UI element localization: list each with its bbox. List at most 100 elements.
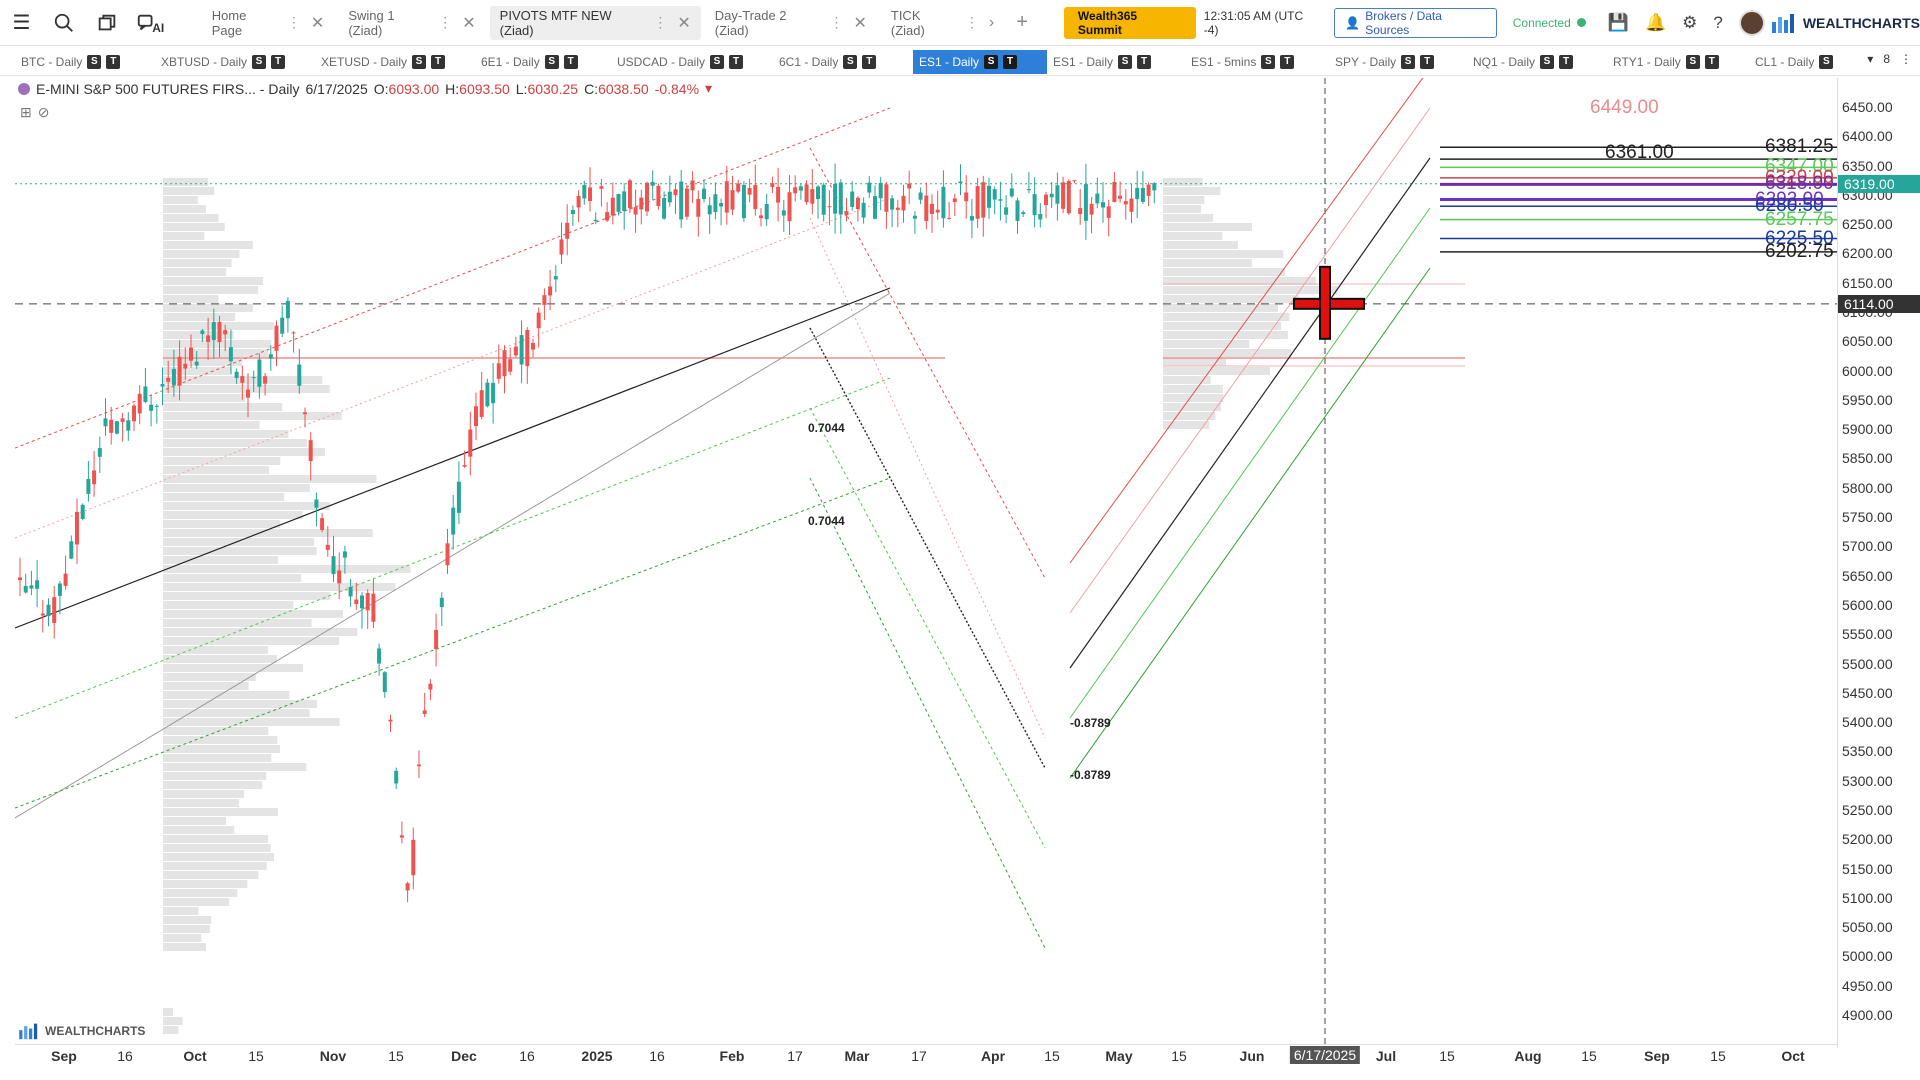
pivot-level-label: 6202.75 (1765, 240, 1834, 262)
volume-profile-bar (163, 430, 289, 438)
symbol-name[interactable]: E-MINI S&P 500 FUTURES FIRS... - Daily (36, 80, 300, 97)
t-badge[interactable]: T (1280, 54, 1295, 69)
volume-profile-bar (163, 817, 226, 825)
more-icon[interactable]: ⋮ (1900, 52, 1912, 66)
connection-status: Connected (1513, 16, 1586, 30)
symbol-tab-rty1[interactable]: RTY1 - Daily S T (1607, 50, 1749, 74)
t-badge[interactable]: T (1420, 54, 1435, 69)
candle-body (479, 390, 484, 417)
layouts-icon[interactable] (86, 0, 129, 46)
s-badge[interactable]: S (87, 54, 102, 69)
s-badge[interactable]: S (710, 54, 725, 69)
chevron-right-icon[interactable]: › (988, 13, 995, 31)
close-icon[interactable]: ✕ (853, 14, 867, 32)
price-axis[interactable]: 6450.00 6400.00 6350.00 6300.00 6250.00 6200.… (1837, 78, 1920, 1048)
symbol-tab-es1-5mins[interactable]: ES1 - 5mins S T (1185, 50, 1329, 74)
volume-profile-bar (163, 241, 253, 249)
symbol-tab-es1-active[interactable]: ES1 - Daily S T (913, 49, 1047, 74)
s-badge[interactable]: S (544, 54, 559, 69)
candle-body (1101, 202, 1105, 208)
save-icon[interactable]: 💾 (1607, 12, 1629, 32)
gear-icon[interactable]: ⚙ (1682, 12, 1698, 32)
y-tick-label: 4900.00 (1842, 1007, 1893, 1023)
s-badge[interactable]: S (252, 54, 267, 69)
close-icon[interactable]: ✕ (677, 14, 691, 32)
symbol-tab-6e1[interactable]: 6E1 - Daily S T (475, 50, 611, 74)
s-badge[interactable]: S (1118, 54, 1133, 69)
symbol-tab-btc[interactable]: BTC - Daily S T (15, 50, 155, 74)
ai-assistant-icon[interactable]: AI (129, 0, 172, 46)
symbol-tab-spy[interactable]: SPY - Daily S T (1329, 50, 1467, 74)
menu-icon[interactable]: ☰ (12, 12, 31, 34)
price-chart[interactable] (15, 78, 1837, 1048)
chevron-down-icon[interactable]: ▾ (1867, 52, 1874, 66)
t-badge[interactable]: T (431, 54, 446, 69)
volume-profile-bar (163, 466, 269, 474)
s-badge[interactable]: S (1401, 54, 1416, 69)
symbol-tab-xbtusd[interactable]: XBTUSD - Daily S T (155, 50, 315, 74)
more-icon[interactable]: ⋮ (286, 14, 301, 30)
candle-body (97, 448, 102, 457)
chart-canvas[interactable]: 6449.00 6381.25 6361.00 6347.00 6329.00 6318.… (15, 78, 1837, 1048)
brokers-button[interactable]: 👤 Brokers / Data Sources (1334, 7, 1497, 38)
bell-icon[interactable]: 🔔 (1644, 12, 1667, 32)
candle-body (1044, 194, 1048, 206)
symbol-tab-usdcad[interactable]: USDCAD - Daily S T (611, 50, 773, 74)
tab-day-trade-2[interactable]: Day-Trade 2 (Ziad) ⋮ ✕ (705, 6, 877, 40)
t-badge[interactable]: T (729, 54, 744, 69)
search-icon[interactable] (43, 0, 86, 46)
candle-body (417, 764, 421, 767)
t-badge[interactable]: T (1003, 54, 1018, 69)
help-icon[interactable]: ? (1713, 12, 1723, 32)
more-icon[interactable]: ⋮ (829, 14, 844, 30)
t-badge[interactable]: T (271, 54, 286, 69)
add-tab-icon[interactable]: + (1016, 11, 1028, 33)
candle-body (1106, 206, 1111, 218)
candle-body (382, 672, 387, 693)
volume-profile-bar (163, 727, 269, 735)
t-badge[interactable]: T (1704, 54, 1719, 69)
volume-profile-bar (163, 709, 310, 717)
candle-body (844, 211, 849, 216)
candle-body (827, 206, 832, 208)
t-badge[interactable]: T (106, 54, 121, 69)
tab-swing-1[interactable]: Swing 1 (Ziad) ⋮ ✕ (338, 6, 485, 40)
t-badge[interactable]: T (1137, 54, 1152, 69)
volume-profile-bar (1163, 403, 1221, 411)
symbol-tab-6c1[interactable]: 6C1 - Daily S T (773, 50, 913, 74)
volume-profile-bar (1163, 178, 1203, 186)
more-icon[interactable]: ⋮ (438, 14, 453, 30)
s-badge[interactable]: S (1261, 54, 1276, 69)
s-badge[interactable]: S (1685, 54, 1700, 69)
tab-tick[interactable]: TICK (Ziad) ⋮ › (881, 6, 1004, 40)
s-badge[interactable]: S (1540, 54, 1555, 69)
tab-pivots-mtf[interactable]: PIVOTS MTF NEW (Ziad) ⋮ ✕ (489, 5, 701, 40)
summit-button[interactable]: Wealth365 Summit (1063, 6, 1196, 39)
more-icon[interactable]: ⋮ (653, 14, 668, 30)
volume-profile-bar (163, 889, 238, 897)
avatar[interactable] (1738, 9, 1765, 36)
close-icon[interactable]: ✕ (462, 14, 476, 32)
symbol-tab-cl1[interactable]: CL1 - Daily S (1749, 50, 1845, 74)
trend-line (1069, 207, 1431, 719)
symbol-tab-es1[interactable]: ES1 - Daily S T (1047, 50, 1185, 74)
t-badge[interactable]: T (862, 54, 877, 69)
close-icon[interactable]: ✕ (310, 14, 325, 32)
time-axis[interactable]: Sep 16 Oct 15 Nov 15 Dec 16 2025 16 Feb 17 Mar 17 Apr 1… (15, 1044, 1837, 1066)
add-indicator-icon[interactable]: ⊞ (20, 104, 32, 120)
s-badge[interactable]: S (1819, 54, 1834, 69)
hide-eye-icon[interactable]: ⊘ (37, 104, 50, 120)
s-badge[interactable]: S (412, 54, 427, 69)
volume-profile-bar (1163, 376, 1211, 384)
t-badge[interactable]: T (563, 54, 578, 69)
symbol-tab-nq1[interactable]: NQ1 - Daily S T (1467, 50, 1607, 74)
more-icon[interactable]: ⋮ (964, 14, 979, 30)
x-tick-label: Sep (51, 1048, 77, 1064)
tab-home-page[interactable]: Home Page ⋮ ✕ (202, 6, 335, 40)
x-tick-label: 15 (388, 1048, 404, 1064)
s-badge[interactable]: S (843, 54, 858, 69)
t-badge[interactable]: T (1559, 54, 1574, 69)
volume-profile-bar (163, 682, 249, 690)
symbol-tab-xetusd[interactable]: XETUSD - Daily S T (315, 50, 475, 74)
s-badge[interactable]: S (984, 54, 999, 69)
